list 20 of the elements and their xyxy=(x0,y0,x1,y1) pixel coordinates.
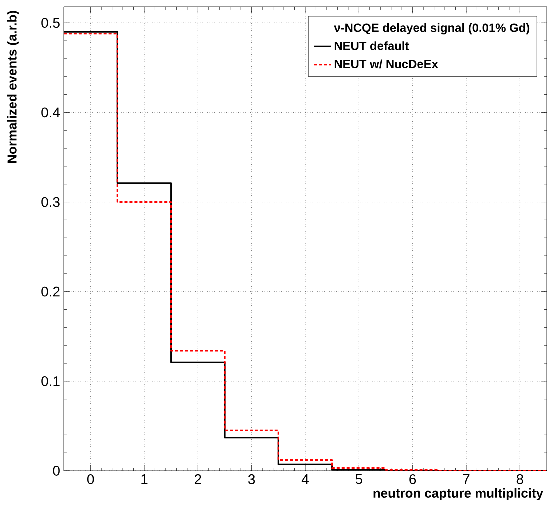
x-tick-label: 2 xyxy=(194,474,202,484)
y-axis-title: Normalized events (a.r.b) xyxy=(7,11,20,163)
x-tick-label: 4 xyxy=(302,474,309,484)
y-tick-label: 0 xyxy=(53,466,60,476)
y-tick-label: 0.4 xyxy=(42,108,60,118)
x-tick-label: 8 xyxy=(516,474,524,484)
legend-label: NEUT w/ NucDeEx xyxy=(334,60,438,69)
x-tick-label: 5 xyxy=(356,474,362,484)
x-axis-title: neutron capture multiplicity xyxy=(374,488,544,501)
x-tick-label: 0 xyxy=(88,474,94,484)
legend-label: NEUT default xyxy=(334,42,410,50)
legend-title: ν-NCQE delayed signal (0.01% Gd) xyxy=(334,23,530,35)
y-tick-label: 0.2 xyxy=(42,286,60,297)
x-tick-label: 6 xyxy=(410,474,416,484)
x-tick-label: 3 xyxy=(248,474,256,484)
y-tick-label: 0.3 xyxy=(42,197,60,208)
x-tick-label: 1 xyxy=(142,474,148,484)
y-tick-label: 0.1 xyxy=(42,376,60,386)
x-tick-label: 7 xyxy=(463,474,470,484)
y-tick-label: 0.5 xyxy=(42,18,60,28)
